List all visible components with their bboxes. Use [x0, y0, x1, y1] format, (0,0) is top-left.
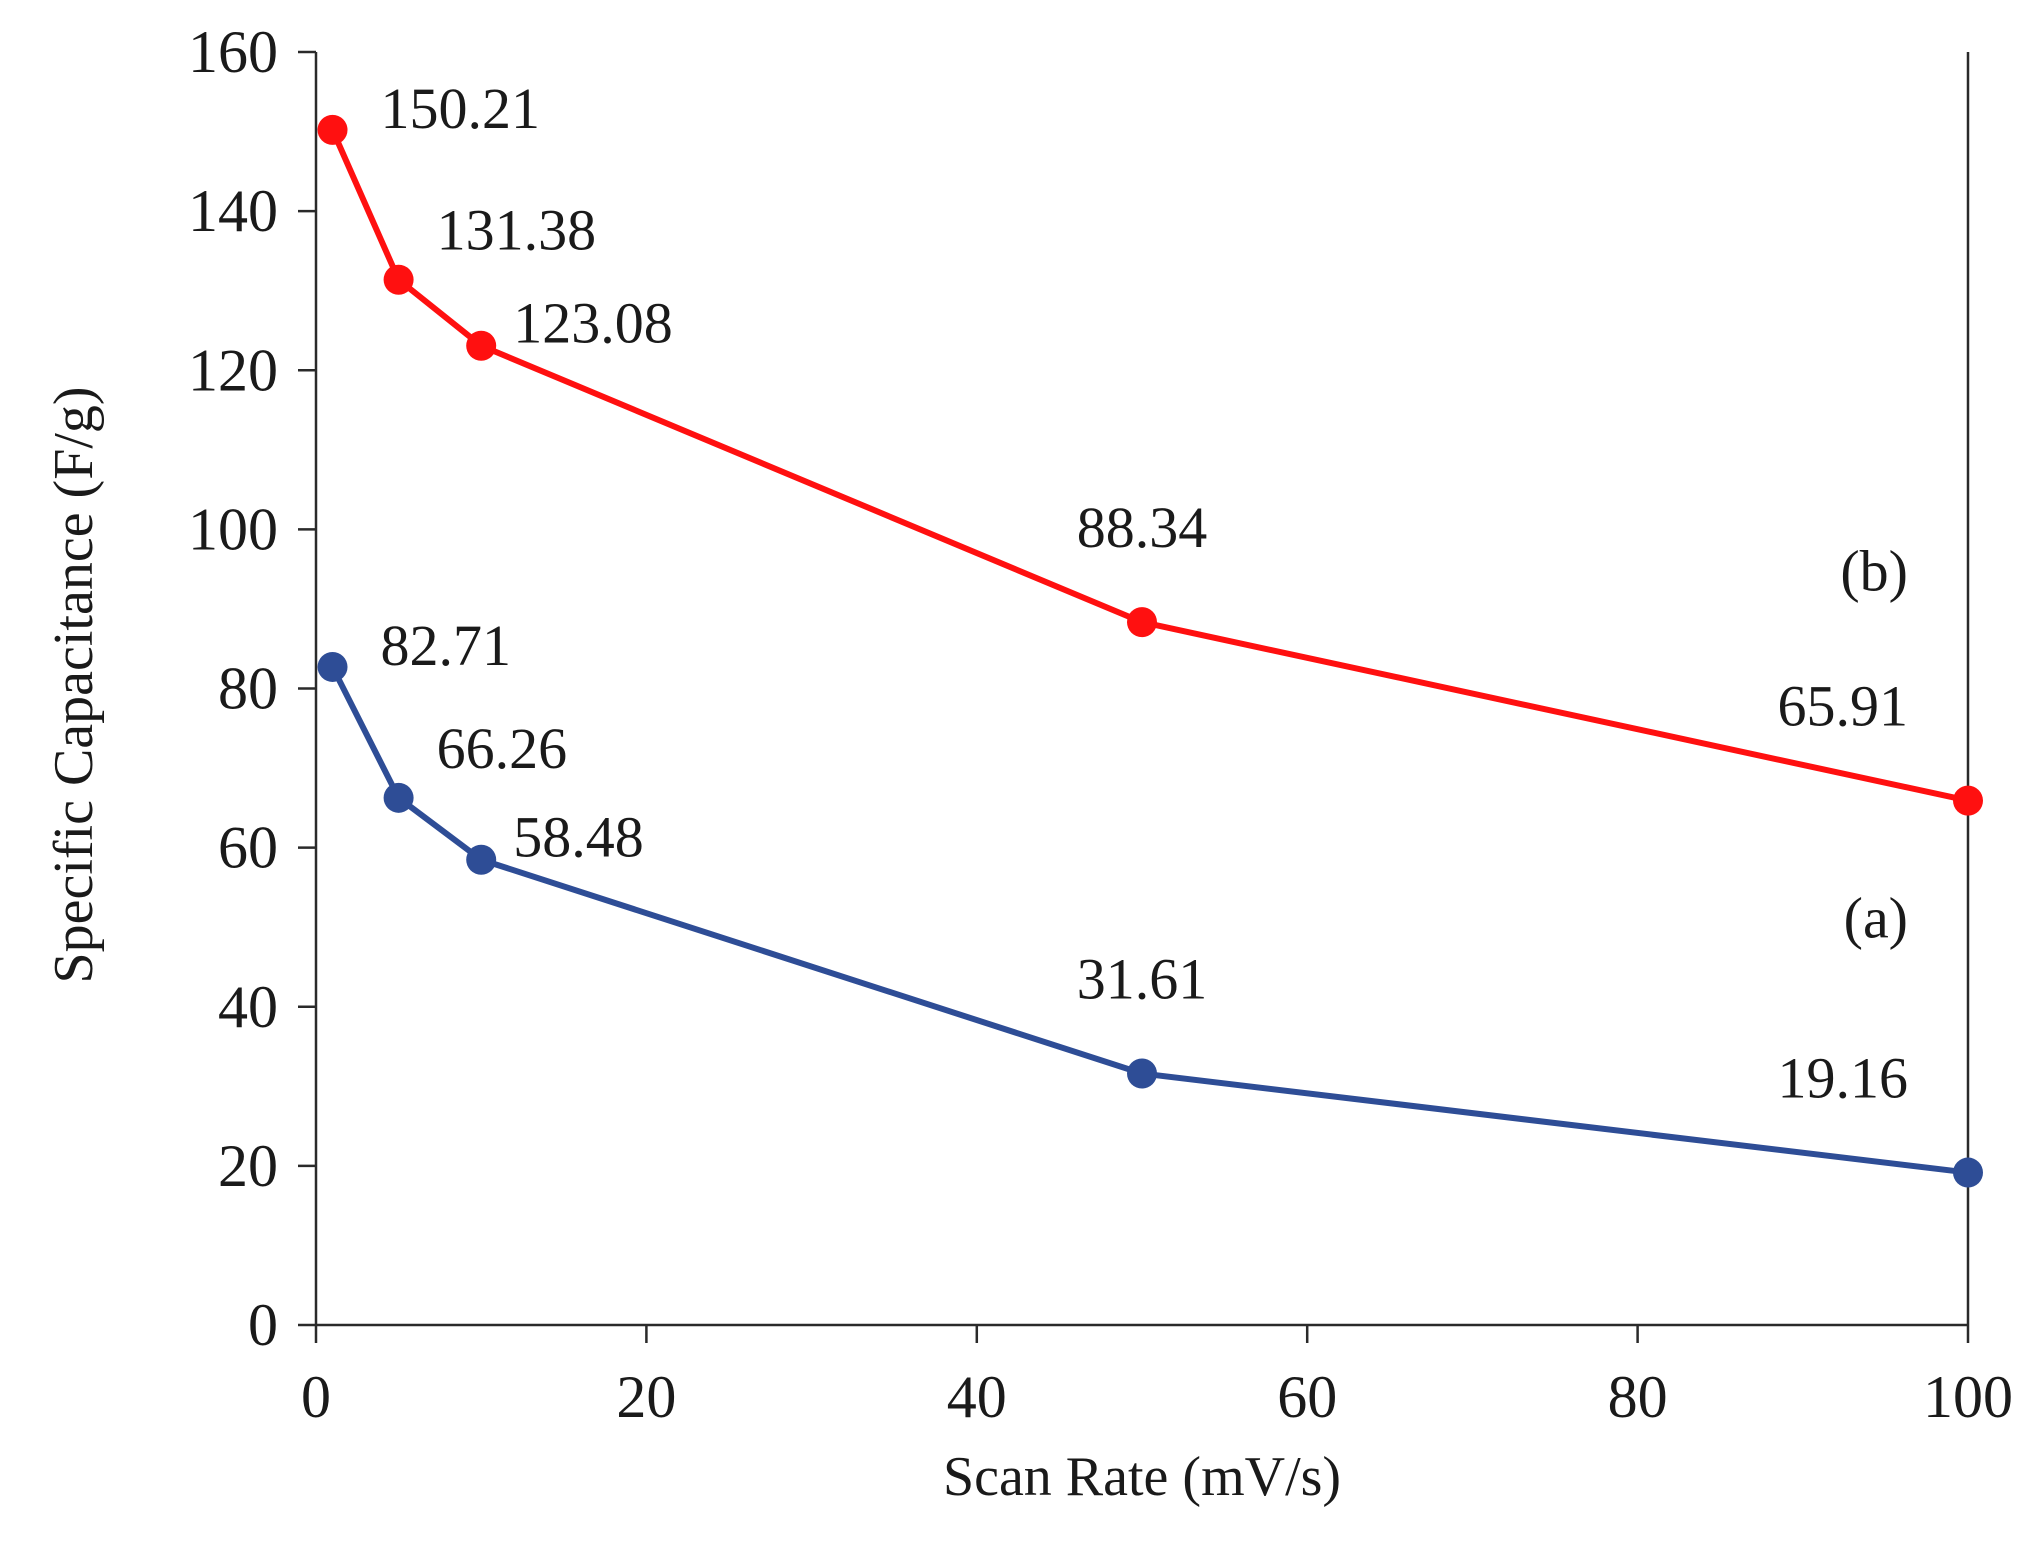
data-label: 131.38	[437, 198, 596, 263]
data-label: 58.48	[513, 805, 644, 870]
data-point-marker	[466, 844, 497, 875]
axes: 0 20 40 60 80 100 120 140 160 0 20 40 60 80 100	[188, 19, 2013, 1430]
data-label: 66.26	[437, 716, 567, 781]
data-label: 123.08	[513, 291, 673, 356]
x-axis-title: Scan Rate (mV/s)	[943, 1446, 1341, 1508]
data-point-marker	[1127, 607, 1157, 638]
y-tick-label: 0	[248, 1292, 278, 1358]
data-point-marker	[1127, 1058, 1157, 1089]
y-tick-label: 20	[218, 1133, 278, 1199]
x-tick-label: 40	[947, 1364, 1007, 1430]
data-label: 31.61	[1077, 947, 1208, 1012]
x-tick-label: 100	[1923, 1364, 2013, 1430]
x-tick-label: 60	[1277, 1364, 1337, 1430]
data-labels-layer: 150.21 131.38 123.08 88.34 65.91 (b) 82.71 66.2…	[381, 76, 1908, 1111]
x-tick-label: 80	[1608, 1364, 1668, 1430]
data-point-marker	[466, 330, 497, 361]
data-point-marker	[383, 782, 414, 813]
series-layer	[317, 114, 1983, 1188]
data-label: 65.91	[1778, 674, 1909, 739]
y-axis-title: Specific Capacitance (F/g)	[43, 386, 105, 983]
y-tick-label: 140	[188, 178, 278, 244]
y-tick-label: 40	[218, 974, 278, 1040]
y-tick-label: 60	[218, 815, 278, 881]
series-tag-label: (a)	[1844, 886, 1908, 951]
data-point-marker	[317, 114, 348, 145]
y-tick-label: 160	[188, 19, 278, 85]
series-line	[329, 663, 1971, 1176]
y-tick-label: 120	[188, 337, 278, 403]
data-label: 82.71	[381, 613, 512, 678]
y-tick-label: 100	[188, 496, 278, 562]
data-label: 19.16	[1778, 1046, 1909, 1111]
data-label: 88.34	[1077, 495, 1208, 560]
x-tick-label: 0	[301, 1364, 331, 1430]
y-tick-label: 80	[218, 656, 278, 722]
data-point-marker	[1953, 785, 1983, 816]
x-tick-label: 20	[616, 1364, 676, 1430]
data-point-marker	[383, 264, 414, 295]
data-point-marker	[317, 651, 348, 682]
data-point-marker	[1953, 1157, 1983, 1188]
series-tag-label: (b)	[1840, 539, 1908, 604]
data-label: 150.21	[381, 76, 541, 141]
